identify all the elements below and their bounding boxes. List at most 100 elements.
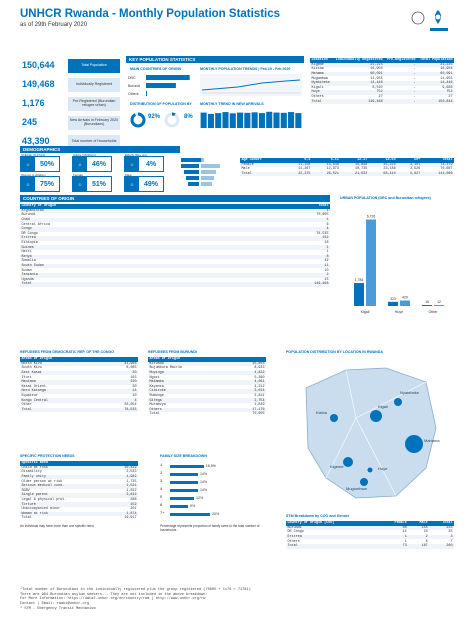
table-cell: Location bbox=[310, 58, 333, 63]
map-place-label: Kigeme bbox=[330, 464, 344, 469]
page-title: UNHCR Rwanda - Monthly Population Statis… bbox=[20, 8, 281, 20]
table-cell: 201 bbox=[130, 507, 137, 512]
table-cell: 5-11 bbox=[311, 158, 341, 163]
bdi-row: Ngozi 5,360 bbox=[148, 375, 266, 380]
table-cell: Female bbox=[379, 521, 409, 526]
table-cell: 27 bbox=[378, 95, 383, 100]
table-cell: 1,982 bbox=[109, 474, 138, 480]
table-cell: 288 bbox=[130, 498, 137, 503]
kpi-item: 149,468 Individually Registered bbox=[20, 77, 120, 93]
table-cell: Muyinga bbox=[148, 370, 231, 376]
table-cell: 8,085 bbox=[126, 366, 137, 371]
family-size-value: 14% bbox=[200, 488, 208, 492]
table-cell: Kigali bbox=[311, 85, 324, 90]
table-cell: 16 bbox=[324, 241, 329, 246]
age-pyramid bbox=[181, 158, 220, 186]
coo-row: Guinea 1 bbox=[20, 245, 330, 250]
tile-label: Children (0-17yrs) bbox=[21, 153, 46, 157]
coo-row: South Sudan 11 bbox=[20, 263, 330, 269]
page-subtitle: as of 29th February 2020 bbox=[20, 22, 88, 28]
table-cell: Total bbox=[286, 543, 380, 549]
arrivals-bar bbox=[295, 113, 302, 128]
family-size-value: 14% bbox=[200, 480, 208, 484]
table-cell: 1 bbox=[232, 245, 330, 250]
location-row: Kigeme 21,225-21,225 bbox=[310, 62, 454, 68]
table-cell: Individually Registered bbox=[332, 58, 385, 63]
location-row: Mahama 60,091-60,091 bbox=[310, 71, 454, 77]
kpi-label: Pre-Registered (Burundian refugee urban) bbox=[68, 97, 120, 111]
specific-need-row: Serious medical cond. 1,521 bbox=[20, 483, 138, 489]
map-place-label: Mugombwa bbox=[346, 486, 367, 491]
drc-row: Equateur 10 bbox=[20, 394, 138, 399]
table-cell: Makamba bbox=[148, 379, 231, 385]
table-cell: 6 bbox=[326, 222, 329, 227]
table-cell: DR Congo bbox=[21, 231, 38, 236]
table-cell: Total bbox=[232, 204, 330, 209]
table-cell: Guinea bbox=[20, 245, 233, 250]
location-row: Others 27 - 27 bbox=[310, 95, 454, 100]
specific-needs-title: SPECIFIC PROTECTION NEEDS bbox=[20, 454, 75, 458]
urban-bar bbox=[422, 305, 432, 306]
coo-row: Burundi 70,605 bbox=[20, 213, 330, 218]
table-cell: 16,904 bbox=[440, 67, 453, 72]
stm-table: Country of Origin (COO) Female Male Total Bu… bbox=[286, 521, 454, 549]
map-place-label: Mahama bbox=[424, 438, 440, 443]
table-header: Specific Need bbox=[20, 461, 138, 466]
tile-label: Women & children bbox=[21, 173, 46, 177]
kpi-label: Total number of Households bbox=[68, 135, 120, 149]
table-cell: 11,955 bbox=[440, 76, 453, 81]
table-cell: Others bbox=[287, 539, 300, 544]
table-cell: Equateur bbox=[21, 394, 38, 399]
table-cell: 13,048 bbox=[311, 162, 341, 168]
table-cell: 70,605 bbox=[316, 213, 329, 218]
table-cell: 14 bbox=[101, 389, 138, 394]
trends-label: MONTHLY POPULATION TRENDS | Feb 19 - Feb… bbox=[200, 67, 291, 71]
arrivals-bar bbox=[207, 113, 214, 128]
coo-row: Total 149,468 bbox=[20, 282, 330, 287]
table-cell: 3 bbox=[429, 534, 454, 540]
bdi-table: Areas of origin Kirundo 15,803 Bujumbura Ma… bbox=[148, 357, 266, 417]
key-stats-bar: KEY POPULATION STATISTICS bbox=[126, 56, 304, 63]
family-size-value: 12% bbox=[196, 496, 204, 500]
stm-row: Others 1 6 7 bbox=[286, 539, 454, 544]
coo-row: Tanzania 2 bbox=[20, 272, 330, 278]
table-cell: 4 bbox=[232, 226, 330, 232]
map-place-label: Huye bbox=[378, 466, 388, 471]
urban-bar bbox=[388, 301, 398, 306]
table-cell: 1,874 bbox=[109, 511, 138, 517]
table-cell: 5,360 bbox=[254, 375, 265, 380]
table-cell: Legal & physical prot. bbox=[21, 498, 67, 503]
table-cell: Ituri bbox=[21, 375, 32, 380]
urban-value-label: 12 bbox=[437, 300, 441, 304]
distribution-label: DISTRIBUTION OF POPULATION BY bbox=[130, 102, 192, 106]
arrivals-bar bbox=[273, 112, 280, 128]
coo-row: Somalia 42 bbox=[20, 259, 330, 264]
demographic-tile: ☺ 46% Adults (18-59yrs) bbox=[72, 153, 112, 172]
table-cell: 2,526 bbox=[410, 167, 421, 172]
table-cell: Female bbox=[240, 162, 284, 168]
table-cell: Family unity bbox=[20, 474, 110, 480]
table-cell: Burundi bbox=[21, 213, 36, 218]
family-size-label: 3 bbox=[160, 480, 163, 484]
table-cell: 149,468 bbox=[232, 282, 330, 287]
table-cell: 215 bbox=[429, 525, 454, 531]
table-cell: 2,754 bbox=[230, 398, 266, 403]
drc-table: Areas of origin North Kivu 41,968 South Kiv… bbox=[20, 357, 138, 413]
family-size-title: FAMILY SIZE BREAKDOWN bbox=[160, 454, 207, 458]
table-cell: 17,176 bbox=[230, 407, 266, 413]
kpi-label: Individually Registered bbox=[68, 78, 120, 92]
bdi-row: Muramvya 1,849 bbox=[148, 403, 266, 408]
footer-line: There are 994 Burundian asylum seekers..… bbox=[20, 592, 208, 597]
table-cell: Woman at risk bbox=[20, 511, 110, 517]
family-size-label: 4 bbox=[160, 488, 163, 492]
family-size-label: 6 bbox=[160, 504, 163, 508]
table-cell: Mugombwa bbox=[311, 76, 328, 81]
table-cell: Total bbox=[421, 158, 454, 163]
table-cell: 6 bbox=[425, 539, 428, 544]
table-cell bbox=[101, 357, 138, 362]
table-cell: SGBV bbox=[21, 488, 30, 493]
table-cell: Areas of origin bbox=[148, 357, 231, 362]
table-cell: Total bbox=[20, 282, 233, 287]
table-cell: 24 bbox=[423, 530, 428, 535]
family-size-label: 2 bbox=[160, 472, 163, 476]
